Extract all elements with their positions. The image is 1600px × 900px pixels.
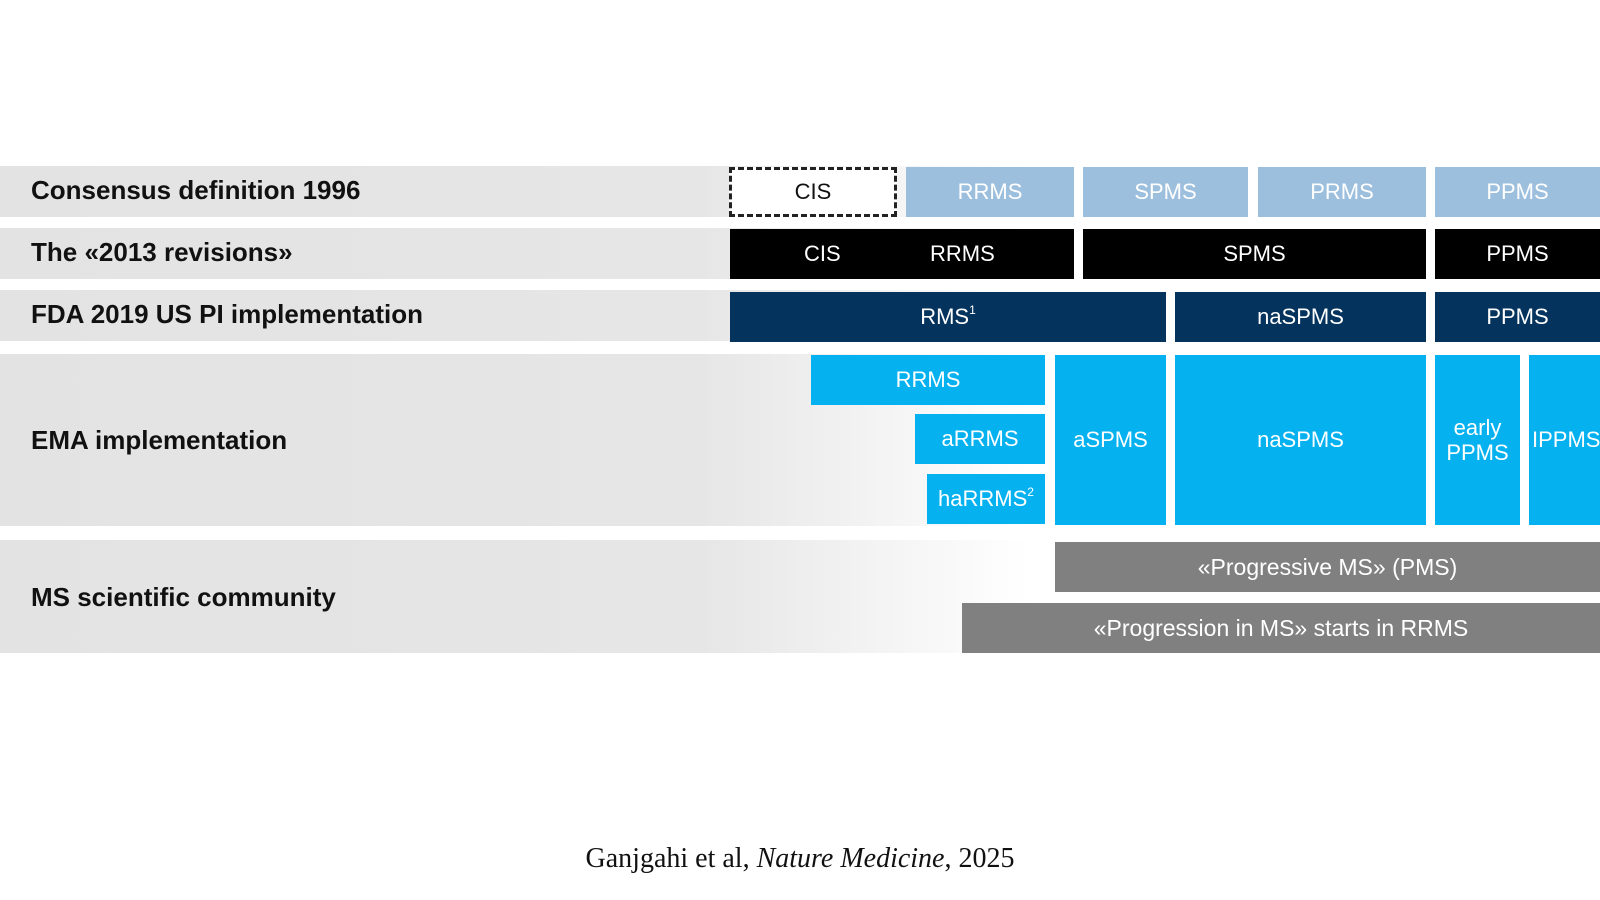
spms-1996-box: SPMS <box>1083 167 1248 217</box>
label-2013-revisions: The «2013 revisions» <box>31 237 293 267</box>
harrms-ema-text: haRRMS2 <box>938 485 1034 512</box>
ippms-ema-text: IPPMS <box>1532 427 1600 453</box>
naspms-fda-box: naSPMS <box>1175 292 1426 342</box>
early-ppms-line1: early <box>1453 414 1502 440</box>
citation-year: , 2025 <box>944 843 1015 874</box>
rrms-ema-text: RRMS <box>895 367 961 393</box>
rrms-1996-box: RRMS <box>906 167 1074 217</box>
ippms-ema-box: IPPMS <box>1529 355 1600 525</box>
rrms-2013-text: RRMS <box>930 241 995 267</box>
prms-1996-box: PRMS <box>1258 167 1426 217</box>
ppms-fda-box: PPMS <box>1435 292 1600 342</box>
ppms-2013-box: PPMS <box>1435 229 1600 279</box>
citation-journal: Nature Medicine <box>756 843 945 874</box>
ppms-fda-text: PPMS <box>1486 304 1549 330</box>
aspms-ema-text: aSPMS <box>1073 427 1148 453</box>
progressive-ms-text: «Progressive MS» (PMS) <box>1197 553 1458 580</box>
label-fda-2019: FDA 2019 US PI implementation <box>31 299 424 329</box>
naspms-ema-box: naSPMS <box>1175 355 1426 525</box>
ppms-1996-text: PPMS <box>1486 179 1549 205</box>
label-ms-community: MS scientific community <box>31 582 336 612</box>
progressive-ms-box: «Progressive MS» (PMS) <box>1055 542 1600 592</box>
spms-1996-text: SPMS <box>1134 179 1197 205</box>
label-ema: EMA implementation <box>31 425 288 455</box>
arrms-ema-text: aRRMS <box>941 426 1019 452</box>
prms-1996-text: PRMS <box>1310 179 1374 205</box>
citation-authors: Ganjgahi et al, <box>585 843 757 874</box>
cis-1996-text: CIS <box>794 179 832 205</box>
progression-in-ms-text: «Progression in MS» starts in RRMS <box>1093 614 1469 641</box>
arrms-ema-box: aRRMS <box>915 414 1045 464</box>
ppms-1996-box: PPMS <box>1435 167 1600 217</box>
rms-footnote-marker: 1 <box>969 303 976 318</box>
aspms-ema-box: aSPMS <box>1055 355 1166 525</box>
rrms-1996-text: RRMS <box>957 179 1023 205</box>
cis-1996-box: CIS <box>729 167 897 217</box>
naspms-fda-text: naSPMS <box>1257 304 1344 330</box>
early-ppms-ema-box: early PPMS <box>1435 355 1520 525</box>
harrms-footnote-marker: 2 <box>1027 485 1034 500</box>
citation: Ganjgahi et al, Nature Medicine, 2025 <box>0 843 1600 875</box>
rrms-ema-box: RRMS <box>811 355 1045 405</box>
early-ppms-line2: PPMS <box>1446 440 1509 465</box>
harrms-ema-box: haRRMS2 <box>927 474 1045 524</box>
rms-fda-box: RMS1 <box>730 292 1166 342</box>
label-consensus-1996: Consensus definition 1996 <box>31 175 361 205</box>
naspms-ema-text: naSPMS <box>1257 427 1344 453</box>
progression-in-ms-box: «Progression in MS» starts in RRMS <box>962 603 1600 653</box>
ppms-2013-text: PPMS <box>1486 241 1549 267</box>
spms-2013-box: SPMS <box>1083 229 1426 279</box>
cis-2013-text: CIS <box>804 241 841 267</box>
spms-2013-text: SPMS <box>1223 241 1286 267</box>
rms-fda-text: RMS1 <box>920 303 976 330</box>
cis-rrms-2013-box: CIS RRMS <box>730 229 1074 279</box>
